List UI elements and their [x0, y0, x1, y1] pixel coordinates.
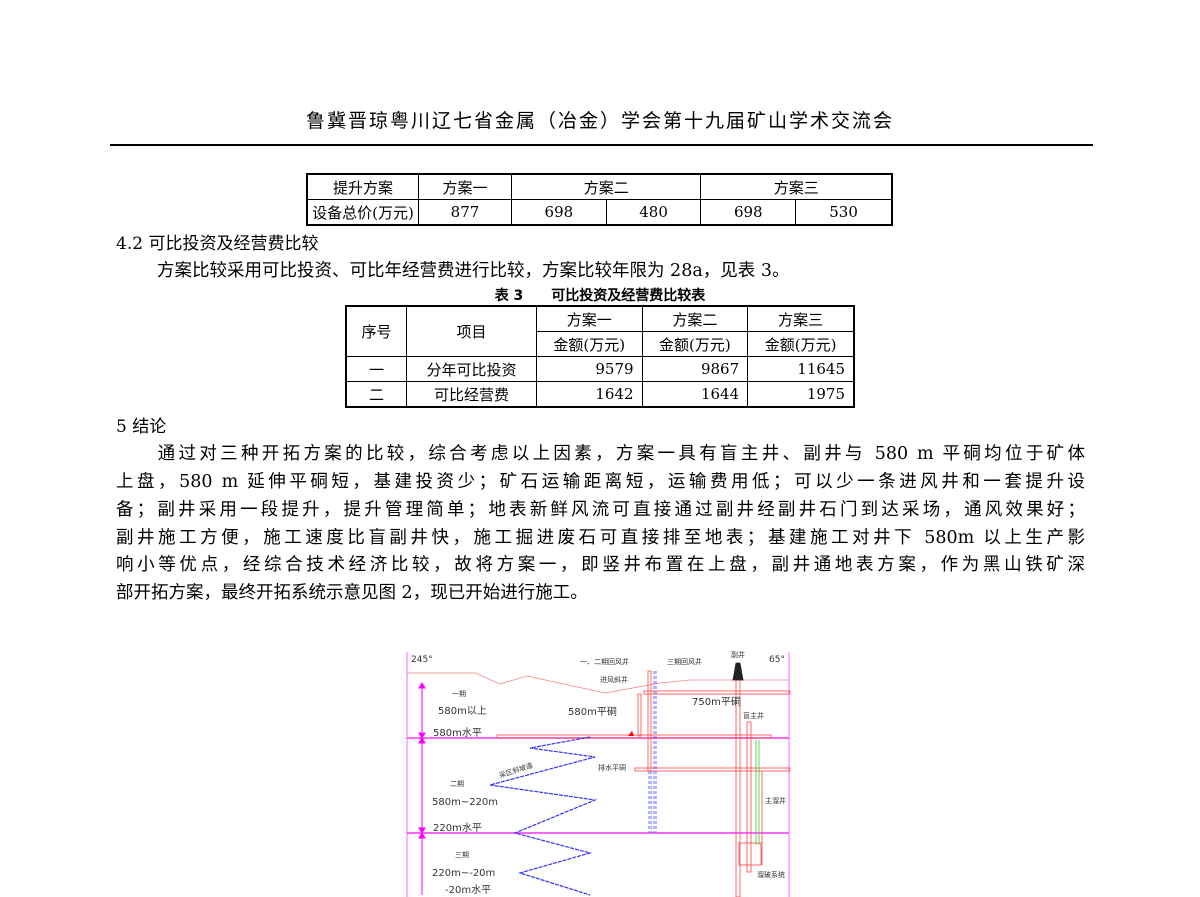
- diagram-label: 220m~-20m: [432, 868, 495, 879]
- table-cell: 提升方案: [306, 173, 419, 200]
- table-row: 金额(万元) 金额(万元) 金额(万元): [346, 331, 855, 357]
- stage-arrows: [418, 682, 426, 895]
- table-cell: 1975: [747, 381, 855, 408]
- diagram-label: 主溜井: [765, 796, 786, 805]
- workings: [496, 662, 791, 897]
- table-row: 序号 项目 方案一 方案二 方案三: [345, 305, 855, 357]
- table-cell: 1644: [641, 381, 749, 408]
- diagram-label: 750m平硐: [692, 696, 741, 708]
- diagram-label: -20m水平: [445, 884, 491, 896]
- table-cell: 设备总价(万元): [306, 199, 419, 226]
- table-cell: 1642: [536, 381, 643, 408]
- table-cell: 一: [345, 356, 407, 382]
- section-heading-4-2: 4.2 可比投资及经营费比较: [116, 234, 319, 254]
- table-header: 金额(万元): [747, 331, 855, 357]
- paragraph-line: 副井施工方便，施工速度比盲副井快，施工掘进废石可直接排至地表；基建施工对井下 5…: [116, 528, 1085, 548]
- diagram-label: 排水平硐: [598, 763, 626, 772]
- ore-pass: [755, 740, 760, 845]
- table-cell: 方案二: [510, 173, 702, 200]
- table-row: 提升方案 方案一 方案二 方案三: [306, 173, 893, 200]
- table-cell: 9867: [641, 356, 749, 382]
- table-row: 设备总价(万元) 877 698 480 698 530: [306, 199, 893, 226]
- table-cell: 530: [795, 199, 893, 226]
- table-header: 方案三: [747, 305, 855, 332]
- diagram-label: 580m水平: [433, 727, 482, 739]
- frame: [406, 652, 790, 897]
- diagram-label: 220m水平: [433, 822, 482, 834]
- table-header: 方案二: [641, 305, 749, 332]
- running-header: 鲁冀晋琼粤川辽七省金属（冶金）学会第十九届矿山学术交流会: [305, 110, 894, 132]
- diagram-label: 溜破系统: [757, 870, 785, 879]
- diagram-label: 580m平硐: [568, 706, 617, 718]
- table-cell: 9579: [536, 356, 643, 382]
- diagram-label: 盲主井: [743, 711, 764, 720]
- table-cell: 480: [605, 199, 702, 226]
- diagram-label: 245°: [411, 655, 433, 665]
- mine-development-diagram: 245° 65° 一、二期回风井 三期回风井 副井 进风斜井 750m平硐 盲主…: [406, 650, 791, 897]
- diagram-label: 进风斜井: [600, 675, 628, 684]
- table-header: 金额(万元): [536, 331, 643, 357]
- diagram-label: 三期: [455, 851, 469, 859]
- return-shafts-dashed: [648, 671, 657, 833]
- labels: 245° 65° 一、二期回风井 三期回风井 副井 进风斜井 750m平硐 盲主…: [411, 650, 786, 896]
- diagram-label: 采区斜坡道: [498, 761, 534, 780]
- diagram-label: 580m~220m: [432, 797, 498, 808]
- table-row: 二 可比经营费 1642 1644 1975: [345, 381, 855, 408]
- table-header: 项目: [406, 305, 537, 357]
- diagram-label: 三期回风井: [667, 657, 702, 666]
- table-cell: 698: [700, 199, 797, 226]
- table-cell: 二: [345, 381, 407, 408]
- table-header: 金额(万元): [641, 331, 749, 357]
- diagram-label: 一期: [452, 690, 466, 698]
- pump-marker: [628, 731, 634, 736]
- table-caption: 表 3 可比投资及经营费比较表: [494, 288, 706, 304]
- diagram-label: 65°: [769, 655, 785, 665]
- paragraph-line: 通过对三种开拓方案的比较，综合考虑以上因素，方案一具有盲主井、副井与 580 m…: [116, 444, 1085, 464]
- hoisting-cost-table: 提升方案 方案一 方案二 方案三 设备总价(万元) 877 698 480 69…: [306, 173, 893, 226]
- diagram-label: 副井: [731, 650, 745, 659]
- table-row: 一 分年可比投资 9579 9867 11645: [345, 356, 855, 382]
- paragraph-line: 部开拓方案，最终开拓系统示意见图 2，现已开始进行施工。: [116, 583, 588, 603]
- table-cell: 698: [511, 199, 607, 226]
- table-cell: 方案三: [700, 173, 893, 200]
- table-cell: 分年可比投资: [406, 356, 537, 382]
- table-cell: 877: [418, 199, 512, 226]
- table-header: 方案一: [536, 305, 643, 332]
- diagram-label: 580m以上: [438, 705, 487, 717]
- ground-surface: [407, 672, 789, 694]
- table-header: 序号: [345, 305, 407, 357]
- table-cell: 方案一: [418, 173, 512, 200]
- paragraph-line: 上盘，580 m 延伸平硐短，基建投资少；矿石运输距离短，运输费用低；可以少一条…: [116, 472, 1085, 492]
- comparison-table: 序号 项目 方案一 方案二 方案三 金额(万元) 金额(万元) 金额(万元) 一…: [345, 305, 855, 408]
- diagram-label: 一、二期回风井: [580, 657, 629, 666]
- ramp: [489, 736, 598, 896]
- paragraph: 方案比较采用可比投资、可比年经营费进行比较，方案比较年限为 28a，见表 3。: [157, 261, 790, 281]
- section-heading-5: 5 结论: [116, 417, 167, 437]
- table-cell: 11645: [747, 356, 855, 382]
- diagram-label: 二期: [450, 780, 464, 788]
- paragraph-line: 备；副井采用一段提升，提升管理简单；地表新鲜风流可直接通过副井经副井石门到达采场…: [116, 500, 1085, 520]
- paragraph-line: 响小等优点，经综合技术经济比较，故将方案一，即竖井布置在上盘，副井通地表方案，作…: [116, 555, 1085, 575]
- table-cell: 可比经营费: [406, 381, 537, 408]
- header-rule: [110, 144, 1093, 146]
